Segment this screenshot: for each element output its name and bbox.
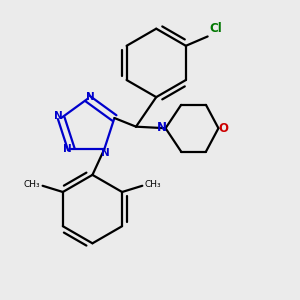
Text: CH₃: CH₃ (23, 180, 40, 189)
Text: O: O (218, 122, 228, 135)
Text: Cl: Cl (209, 22, 222, 35)
Text: N: N (101, 148, 110, 158)
Text: CH₃: CH₃ (145, 180, 161, 189)
Text: N: N (63, 144, 72, 154)
Text: N: N (86, 92, 95, 102)
Text: N: N (157, 121, 166, 134)
Text: N: N (54, 111, 63, 121)
